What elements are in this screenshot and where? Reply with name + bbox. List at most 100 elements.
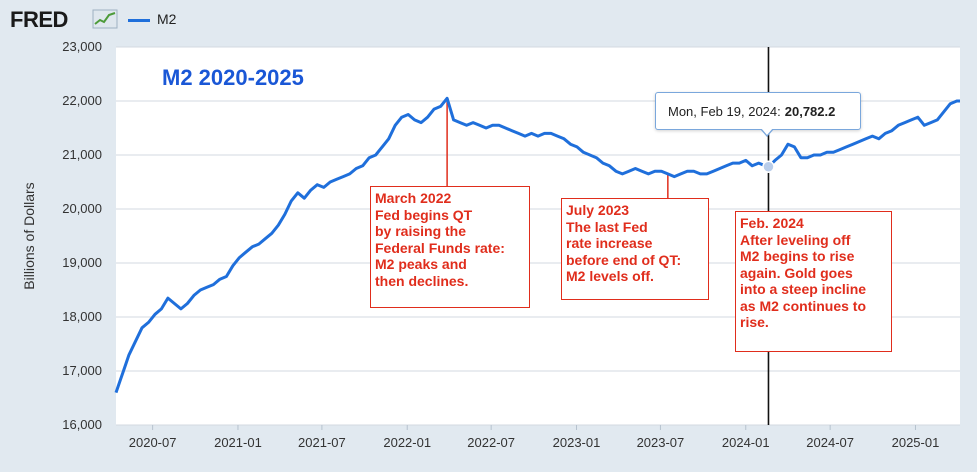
x-tick-label: 2020-07	[129, 435, 177, 450]
data-point	[212, 283, 214, 285]
annotation-feb-2024: Feb. 2024 After leveling off M2 begins t…	[735, 211, 892, 352]
data-point	[897, 124, 899, 126]
data-point	[517, 132, 519, 134]
data-point	[400, 116, 402, 118]
data-point	[774, 159, 776, 161]
data-point	[602, 162, 604, 164]
data-point	[186, 302, 188, 304]
series-line-m2[interactable]	[114, 96, 960, 394]
data-point	[459, 121, 461, 123]
data-point	[589, 154, 591, 156]
data-point	[141, 327, 143, 329]
data-point	[806, 157, 808, 159]
data-point	[134, 340, 136, 342]
chart-title: M2 2020-2025	[162, 65, 304, 90]
annotation-march-2022: March 2022 Fed begins QT by raising the …	[370, 186, 530, 308]
data-point	[595, 157, 597, 159]
data-point	[478, 124, 480, 126]
data-point	[498, 124, 500, 126]
data-point	[472, 121, 474, 123]
data-point	[355, 167, 357, 169]
data-point	[167, 297, 169, 299]
data-point	[310, 189, 312, 191]
data-point	[193, 294, 195, 296]
legend-swatch-m2	[128, 19, 150, 22]
data-point	[871, 135, 873, 137]
data-point	[917, 116, 919, 118]
data-point	[891, 130, 893, 132]
data-point	[751, 165, 753, 167]
data-point	[615, 170, 617, 172]
data-point	[634, 167, 636, 169]
data-point	[569, 143, 571, 145]
data-point	[582, 151, 584, 153]
data-point	[271, 232, 273, 234]
data-point	[491, 124, 493, 126]
data-point	[745, 159, 747, 161]
data-point	[647, 173, 649, 175]
fred-logo[interactable]: FRED	[10, 7, 68, 32]
data-point	[660, 170, 662, 172]
data-point	[238, 256, 240, 258]
data-point	[858, 140, 860, 142]
data-point	[128, 354, 130, 356]
data-point	[706, 173, 708, 175]
data-point	[446, 97, 448, 99]
data-point	[832, 151, 834, 153]
data-point	[173, 302, 175, 304]
y-tick-label: 20,000	[62, 201, 102, 216]
y-tick-label: 16,000	[62, 417, 102, 432]
data-point	[884, 132, 886, 134]
y-tick-label: 21,000	[62, 147, 102, 162]
data-point	[949, 103, 951, 105]
data-point	[329, 181, 331, 183]
data-point	[349, 173, 351, 175]
data-point	[433, 108, 435, 110]
data-point	[342, 175, 344, 177]
data-point	[374, 154, 376, 156]
data-point	[813, 154, 815, 156]
data-point	[699, 173, 701, 175]
data-point	[504, 127, 506, 129]
data-point	[738, 162, 740, 164]
fred-logo-chart-icon	[92, 9, 118, 29]
data-point	[654, 170, 656, 172]
data-point	[845, 146, 847, 148]
data-point	[719, 167, 721, 169]
data-point	[693, 170, 695, 172]
data-point	[787, 143, 789, 145]
data-point	[147, 321, 149, 323]
data-point	[641, 170, 643, 172]
tooltip-value: 20,782.2	[784, 104, 836, 119]
data-point	[232, 265, 234, 267]
data-point	[956, 100, 958, 102]
x-tick-label: 2025-01	[892, 435, 940, 450]
data-point	[725, 165, 727, 167]
x-tick-label: 2022-01	[383, 435, 431, 450]
data-point	[732, 162, 734, 164]
data-point	[576, 146, 578, 148]
data-point	[910, 119, 912, 121]
annotation-july-2023: July 2023 The last Fed rate increase bef…	[561, 198, 709, 300]
data-point	[368, 157, 370, 159]
data-point	[865, 138, 867, 140]
data-point	[277, 224, 279, 226]
data-point	[524, 135, 526, 137]
data-point	[780, 154, 782, 156]
y-tick-label: 19,000	[62, 255, 102, 270]
data-point	[264, 238, 266, 240]
data-point	[923, 124, 925, 126]
legend-label-m2: M2	[157, 11, 177, 27]
data-point	[959, 100, 961, 102]
data-point	[839, 148, 841, 150]
data-point	[219, 278, 221, 280]
fred-header: FRED M2	[0, 0, 977, 40]
data-point	[180, 308, 182, 310]
data-point	[758, 162, 760, 164]
data-point	[530, 132, 532, 134]
y-tick-label: 22,000	[62, 93, 102, 108]
x-tick-label: 2021-01	[214, 435, 262, 450]
y-axis-label: Billions of Dollars	[21, 182, 37, 289]
data-point	[323, 186, 325, 188]
data-point	[115, 391, 117, 393]
